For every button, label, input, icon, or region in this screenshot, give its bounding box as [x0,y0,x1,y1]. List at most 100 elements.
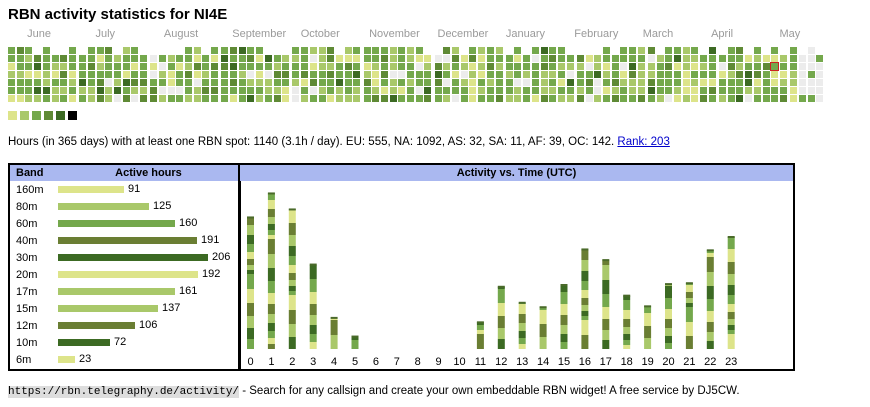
heatmap-day-cell[interactable] [363,63,371,70]
heatmap-day-cell[interactable] [478,47,486,54]
heatmap-day-cell[interactable] [753,71,761,78]
heatmap-day-cell[interactable] [353,63,361,70]
heatmap-day-cell[interactable] [486,79,494,86]
heatmap-day-cell[interactable] [762,63,770,70]
heatmap-day-cell[interactable] [727,63,735,70]
heatmap-day-cell[interactable] [656,95,664,102]
heatmap-day-cell[interactable] [105,47,113,54]
heatmap-day-cell[interactable] [620,55,628,62]
heatmap-day-cell[interactable] [779,63,787,70]
heatmap-day-cell[interactable] [221,63,229,70]
heatmap-day-cell[interactable] [602,95,610,102]
heatmap-day-cell[interactable] [292,79,300,86]
heatmap-day-cell[interactable] [576,87,584,94]
heatmap-day-cell[interactable] [131,63,139,70]
heatmap-day-cell[interactable] [344,63,352,70]
heatmap-day-cell[interactable] [771,47,779,54]
heatmap-day-cell[interactable] [238,63,246,70]
heatmap-day-cell[interactable] [682,95,690,102]
heatmap-day-cell[interactable] [221,47,229,54]
heatmap-day-cell[interactable] [523,95,531,102]
heatmap-day-cell[interactable] [389,87,397,94]
heatmap-day-cell[interactable] [51,87,59,94]
heatmap-day-cell[interactable] [637,87,645,94]
heatmap-day-cell[interactable] [8,55,15,62]
heatmap-day-cell[interactable] [656,79,664,86]
heatmap-day-cell[interactable] [682,79,690,86]
heatmap-day-cell[interactable] [309,95,317,102]
heatmap-day-cell[interactable] [576,95,584,102]
heatmap-day-cell[interactable] [230,79,237,86]
heatmap-day-cell[interactable] [469,79,477,86]
heatmap-day-cell[interactable] [790,79,798,86]
heatmap-day-cell[interactable] [273,63,281,70]
heatmap-day-cell[interactable] [150,79,158,86]
heatmap-day-cell[interactable] [140,63,147,70]
heatmap-day-cell[interactable] [719,79,726,86]
heatmap-day-cell[interactable] [443,47,451,54]
heatmap-day-cell[interactable] [389,55,397,62]
heatmap-day-cell[interactable] [576,79,584,86]
heatmap-day-cell[interactable] [443,63,451,70]
heatmap-day-cell[interactable] [221,79,229,86]
heatmap-day-cell[interactable] [594,63,602,70]
heatmap-day-cell[interactable] [514,87,522,94]
heatmap-day-cell[interactable] [122,47,130,54]
heatmap-day-cell[interactable] [762,87,770,94]
heatmap-day-cell[interactable] [691,71,699,78]
heatmap-day-cell[interactable] [363,79,371,86]
heatmap-day-cell[interactable] [478,79,486,86]
heatmap-day-cell[interactable] [87,47,95,54]
heatmap-day-cell[interactable] [380,55,388,62]
heatmap-day-cell[interactable] [816,95,824,102]
heatmap-day-cell[interactable] [566,95,574,102]
heatmap-day-cell[interactable] [469,55,477,62]
heatmap-day-cell[interactable] [629,47,636,54]
heatmap-day-cell[interactable] [557,47,565,54]
heatmap-day-cell[interactable] [176,87,184,94]
heatmap-day-cell[interactable] [256,63,264,70]
heatmap-day-cell[interactable] [158,55,166,62]
heatmap-day-cell[interactable] [8,63,15,70]
heatmap-day-cell[interactable] [790,55,798,62]
heatmap-day-cell[interactable] [719,55,726,62]
heatmap-day-cell[interactable] [637,95,645,102]
heatmap-day-cell[interactable] [779,95,787,102]
heatmap-day-cell[interactable] [700,79,708,86]
heatmap-day-cell[interactable] [486,71,494,78]
heatmap-day-cell[interactable] [34,71,42,78]
heatmap-day-cell[interactable] [79,79,87,86]
heatmap-day-cell[interactable] [478,55,486,62]
heatmap-day-cell[interactable] [389,71,397,78]
heatmap-day-cell[interactable] [185,95,192,102]
heatmap-day-cell[interactable] [708,55,716,62]
heatmap-day-cell[interactable] [309,71,317,78]
heatmap-day-cell[interactable] [25,47,33,54]
heatmap-day-cell[interactable] [620,79,628,86]
heatmap-day-cell[interactable] [247,47,255,54]
heatmap-day-cell[interactable] [816,87,824,94]
heatmap-day-cell[interactable] [140,55,147,62]
heatmap-day-cell[interactable] [585,87,593,94]
heatmap-day-cell[interactable] [264,79,272,86]
heatmap-day-cell[interactable] [620,87,628,94]
heatmap-day-cell[interactable] [415,71,423,78]
heatmap-day-cell[interactable] [407,71,414,78]
heatmap-day-cell[interactable] [594,71,602,78]
heatmap-day-cell[interactable] [158,79,166,86]
heatmap-day-cell[interactable] [398,79,406,86]
heatmap-day-cell[interactable] [256,55,264,62]
heatmap-day-cell[interactable] [452,71,459,78]
heatmap-day-cell[interactable] [753,79,761,86]
heatmap-day-cell[interactable] [798,55,806,62]
heatmap-day-cell[interactable] [415,63,423,70]
heatmap-day-cell[interactable] [211,55,219,62]
heatmap-day-cell[interactable] [292,47,300,54]
heatmap-day-cell[interactable] [167,79,175,86]
heatmap-day-cell[interactable] [51,63,59,70]
heatmap-day-cell[interactable] [372,79,380,86]
heatmap-day-cell[interactable] [637,63,645,70]
heatmap-day-cell[interactable] [34,79,42,86]
heatmap-day-cell[interactable] [523,63,531,70]
heatmap-day-cell[interactable] [389,63,397,70]
